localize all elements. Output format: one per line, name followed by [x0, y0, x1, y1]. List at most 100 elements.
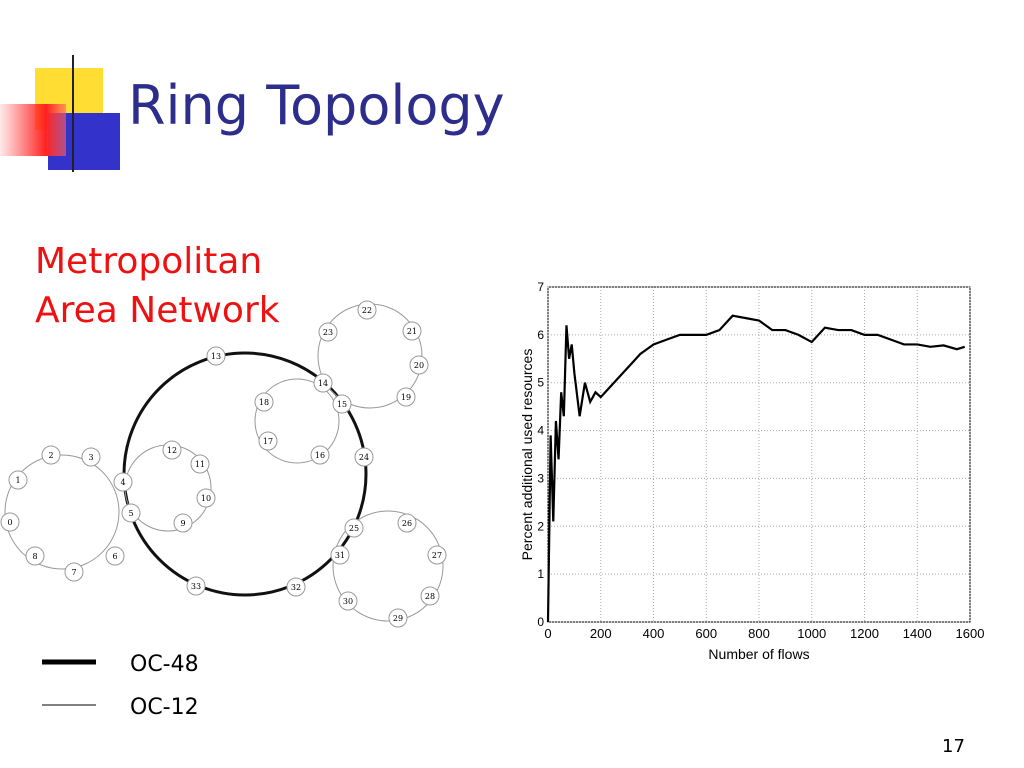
node-label: 29	[393, 614, 403, 623]
node: 29	[388, 608, 408, 628]
node: 23	[318, 322, 338, 342]
node-circle	[81, 447, 101, 467]
legend-label: OC-12	[130, 695, 199, 720]
node: 10	[196, 488, 216, 508]
node-label: 26	[402, 519, 412, 528]
node-circle	[427, 545, 447, 565]
node: 30	[338, 591, 358, 611]
y-tick-label: 1	[537, 567, 544, 581]
node-label: 20	[414, 361, 424, 370]
node: 6	[105, 546, 125, 566]
y-tick-label: 4	[537, 424, 544, 438]
y-tick-label: 0	[537, 615, 544, 629]
node: 16	[310, 445, 330, 465]
node-label: 18	[259, 398, 269, 407]
node-label: 0	[7, 518, 12, 527]
node: 1	[8, 470, 28, 490]
node-label: 27	[432, 551, 442, 560]
node-circle	[420, 586, 440, 606]
node: 15	[332, 394, 352, 414]
node-label: 9	[180, 519, 185, 528]
node-label: 11	[195, 460, 205, 469]
node-circle	[409, 355, 429, 375]
x-tick-label: 0	[544, 626, 551, 641]
node-circle	[332, 394, 352, 414]
node-label: 7	[71, 568, 76, 577]
node-circle	[330, 545, 350, 565]
x-tick-label: 1400	[903, 626, 932, 641]
node: 8	[25, 546, 45, 566]
node: 4	[113, 472, 133, 492]
node-label: 22	[362, 306, 372, 315]
legend-label: OC-48	[130, 652, 199, 677]
node-circle	[397, 513, 417, 533]
node-label: 28	[425, 592, 435, 601]
node-label: 8	[32, 552, 37, 561]
node-label: 16	[315, 451, 325, 460]
node-circle	[0, 512, 20, 532]
node-label: 13	[211, 352, 221, 361]
chart: 0 1 2 3 4 5 6 7 0 200 400 600 800 1000 1200 1400 1600 Num…	[519, 280, 984, 662]
decoration	[0, 55, 1000, 172]
node: 5	[121, 503, 141, 523]
node: 31	[330, 545, 350, 565]
x-tick-label: 200	[590, 626, 612, 641]
node: 0	[0, 512, 20, 532]
node-circle	[206, 346, 226, 366]
node-circle	[64, 562, 84, 582]
node-label: 12	[167, 446, 177, 455]
node-label: 30	[343, 597, 353, 606]
node-circle	[186, 576, 206, 596]
node-label: 31	[335, 551, 345, 560]
node: 32	[286, 577, 306, 597]
node-circle	[8, 470, 28, 490]
node: 26	[397, 513, 417, 533]
page-number: 17	[942, 736, 965, 757]
node-circle	[121, 503, 141, 523]
y-tick-label: 7	[537, 280, 544, 294]
y-axis-label: Percent additional used resources	[519, 349, 535, 561]
node: 12	[162, 440, 182, 460]
node: 13	[206, 346, 226, 366]
node-label: 15	[337, 400, 347, 409]
node-circle	[190, 454, 210, 474]
node-circle	[338, 591, 358, 611]
x-axis-label: Number of flows	[708, 646, 809, 662]
node-label: 21	[407, 327, 417, 336]
y-tick-label: 5	[537, 376, 544, 390]
node: 33	[186, 576, 206, 596]
node: 25	[344, 518, 364, 538]
node: 24	[354, 447, 374, 467]
node-circle	[41, 445, 61, 465]
node-label: 24	[359, 453, 369, 462]
plot-area	[547, 286, 971, 623]
x-tick-label: 400	[643, 626, 665, 641]
title: Ring Topology	[128, 74, 505, 137]
node: 3	[81, 447, 101, 467]
x-tick-label: 1000	[797, 626, 826, 641]
node: 9	[173, 513, 193, 533]
node-label: 4	[120, 478, 125, 487]
subtitle: Metropolitan	[35, 241, 262, 282]
ring-diagram: 012 3456789101112131415161718192021222324…	[0, 300, 447, 628]
node: 14	[313, 373, 333, 393]
node: 18	[254, 392, 274, 412]
node: 11	[190, 454, 210, 474]
node: 22	[357, 300, 377, 320]
node-circle	[396, 387, 416, 407]
x-tick-label: 600	[695, 626, 717, 641]
node-label: 10	[201, 494, 211, 503]
data-line	[546, 314, 966, 623]
node-circle	[254, 392, 274, 412]
node: 28	[420, 586, 440, 606]
node-circle	[388, 608, 408, 628]
node: 2	[41, 445, 61, 465]
node-circle	[313, 373, 333, 393]
node-circle	[173, 513, 193, 533]
node: 21	[402, 321, 422, 341]
node-circle	[310, 445, 330, 465]
node-circle	[344, 518, 364, 538]
node-circle	[113, 472, 133, 492]
node-circle	[105, 546, 125, 566]
node-label: 5	[128, 509, 133, 518]
